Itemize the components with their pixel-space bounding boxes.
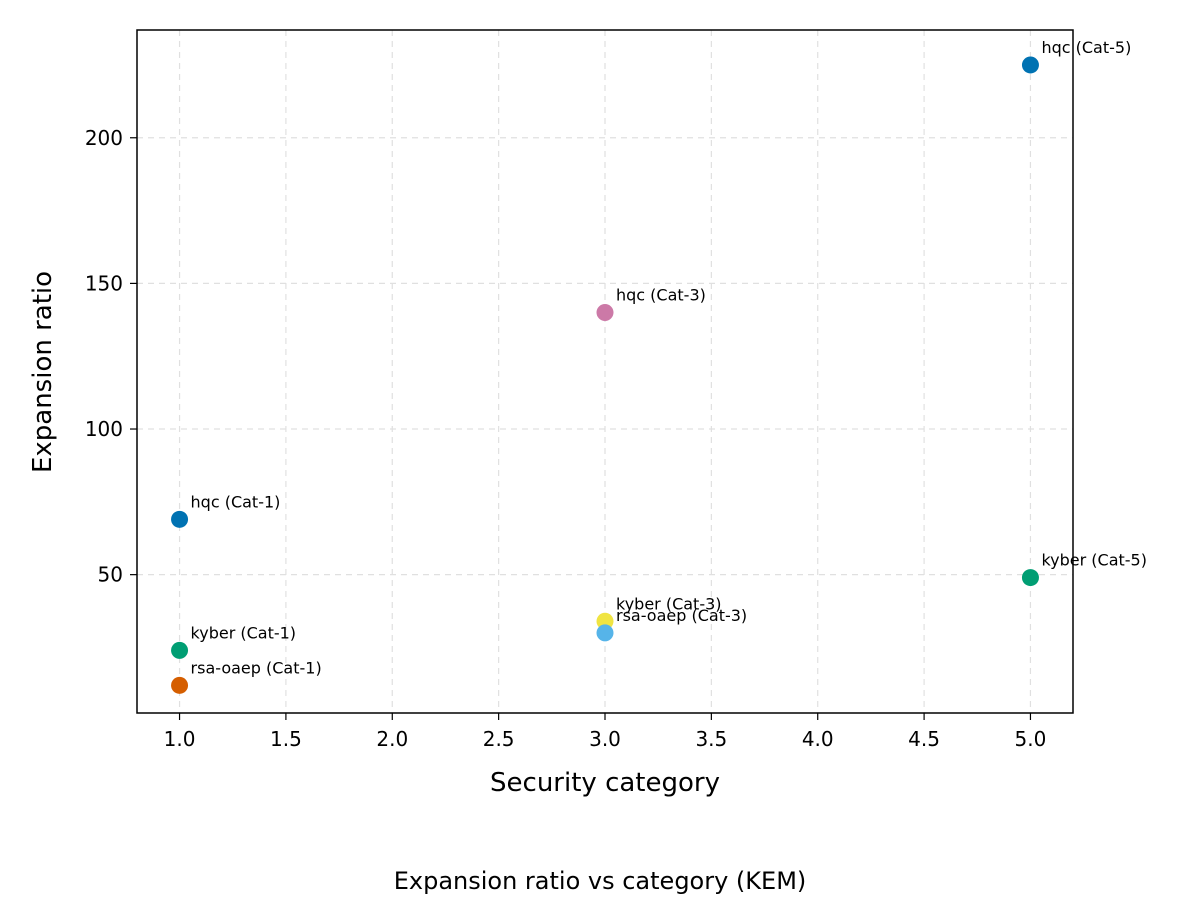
y-tick-label: 200 xyxy=(85,126,123,150)
x-tick-label: 3.5 xyxy=(695,727,727,751)
scatter-point xyxy=(171,510,189,528)
scatter-point xyxy=(171,676,189,694)
x-tick-label: 1.5 xyxy=(270,727,302,751)
scatter-point xyxy=(171,641,189,659)
x-tick-label: 4.5 xyxy=(908,727,940,751)
x-axis-ticks: 1.0 1.5 2.0 2.5 3.0 3.5 4.0 4.5 5.0 xyxy=(164,713,1047,751)
point-label: hqc (Cat-3) xyxy=(616,286,706,305)
x-axis-label: Security category xyxy=(490,768,720,798)
scatter-point xyxy=(1021,56,1039,74)
y-axis-ticks: 50 100 150 200 xyxy=(85,126,137,587)
x-tick-label: 5.0 xyxy=(1015,727,1047,751)
x-tick-label: 2.5 xyxy=(483,727,515,751)
point-label: rsa-oaep (Cat-3) xyxy=(616,606,747,625)
scatter-point xyxy=(596,624,614,642)
point-label: kyber (Cat-1) xyxy=(191,623,297,642)
x-tick-label: 2.0 xyxy=(376,727,408,751)
point-label: rsa-oaep (Cat-1) xyxy=(191,658,322,677)
scatter-point xyxy=(596,612,614,630)
x-tick-label: 4.0 xyxy=(802,727,834,751)
x-tick-label: 3.0 xyxy=(589,727,621,751)
point-label: kyber (Cat-3) xyxy=(616,594,722,613)
point-label: hqc (Cat-1) xyxy=(191,492,281,511)
y-axis-label: Expansion ratio xyxy=(28,271,58,473)
scatter-point xyxy=(596,304,614,322)
grid xyxy=(137,30,1073,713)
point-labels: hqc (Cat-1) kyber (Cat-1) rsa-oaep (Cat-1)… xyxy=(191,38,1147,677)
y-tick-label: 50 xyxy=(98,563,123,587)
point-label: hqc (Cat-5) xyxy=(1041,38,1131,57)
y-tick-label: 150 xyxy=(85,271,123,295)
data-points xyxy=(171,56,1039,694)
scatter-point xyxy=(1021,569,1039,587)
y-tick-label: 100 xyxy=(85,417,123,441)
chart-caption: Expansion ratio vs category (KEM) xyxy=(394,867,807,895)
point-label: kyber (Cat-5) xyxy=(1041,551,1147,570)
x-tick-label: 1.0 xyxy=(164,727,196,751)
